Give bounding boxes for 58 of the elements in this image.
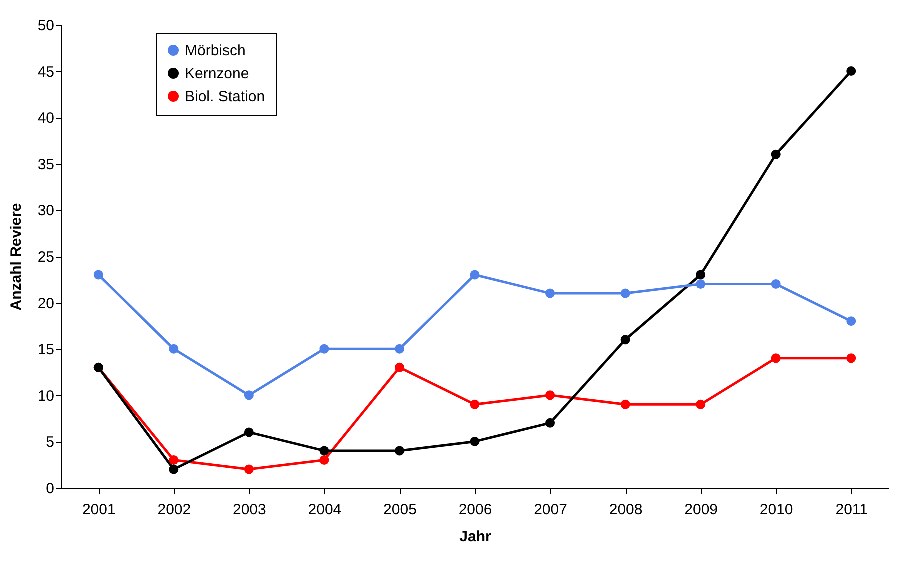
y-tick-label: 30 — [38, 202, 54, 220]
x-tick-label: 2002 — [158, 502, 192, 518]
point — [320, 446, 330, 456]
point — [470, 270, 480, 280]
y-tick-label: 25 — [38, 249, 54, 266]
x-tick-label: 2009 — [684, 502, 718, 518]
point — [696, 400, 706, 410]
x-tick-label: 2005 — [384, 502, 417, 518]
y-tick-label: 5 — [46, 434, 54, 452]
point — [244, 390, 254, 400]
point — [94, 270, 104, 280]
point — [696, 280, 706, 290]
point — [696, 270, 706, 280]
point — [846, 316, 856, 326]
point — [846, 66, 856, 76]
y-tick-label: 45 — [38, 64, 54, 81]
legend-label: Biol. Station — [185, 88, 266, 106]
x-tick-label: 2001 — [82, 502, 116, 518]
point — [546, 288, 556, 298]
point — [846, 354, 856, 364]
point — [771, 150, 781, 160]
point — [169, 344, 179, 354]
y-tick-label: 35 — [38, 156, 54, 174]
point — [320, 344, 330, 354]
point — [620, 335, 630, 345]
point — [394, 446, 404, 456]
point — [546, 390, 556, 400]
point — [771, 280, 781, 290]
point — [320, 455, 330, 465]
y-tick-label: 15 — [38, 342, 54, 359]
point — [394, 344, 404, 354]
point — [169, 464, 179, 474]
point — [244, 464, 254, 474]
x-tick-label: 2006 — [458, 502, 492, 518]
y-tick-label: 10 — [38, 388, 54, 405]
point — [470, 436, 480, 446]
x-axis-title: Jahr — [460, 528, 492, 546]
y-tick-label: 20 — [38, 295, 54, 312]
y-tick-label: 0 — [46, 480, 54, 498]
x-tick-label: 2010 — [760, 502, 794, 518]
point — [620, 400, 630, 410]
point — [394, 362, 404, 372]
x-tick-label: 2011 — [836, 502, 868, 518]
point — [470, 400, 480, 410]
legend-label: Kernzone — [185, 66, 250, 82]
point — [620, 288, 630, 298]
x-tick-label: 2008 — [609, 502, 643, 518]
point — [771, 354, 781, 364]
point — [546, 418, 556, 428]
y-tick-label: 50 — [38, 18, 54, 34]
x-tick-label: 2004 — [308, 502, 342, 518]
y-axis-title: Anzahl Reviere — [8, 203, 25, 311]
x-tick-label: 2003 — [232, 502, 266, 518]
point — [244, 428, 254, 438]
x-tick-label: 2007 — [534, 502, 568, 518]
point — [169, 455, 179, 465]
legend-label: Mörbisch — [185, 42, 246, 60]
y-tick-label: 40 — [38, 110, 54, 128]
